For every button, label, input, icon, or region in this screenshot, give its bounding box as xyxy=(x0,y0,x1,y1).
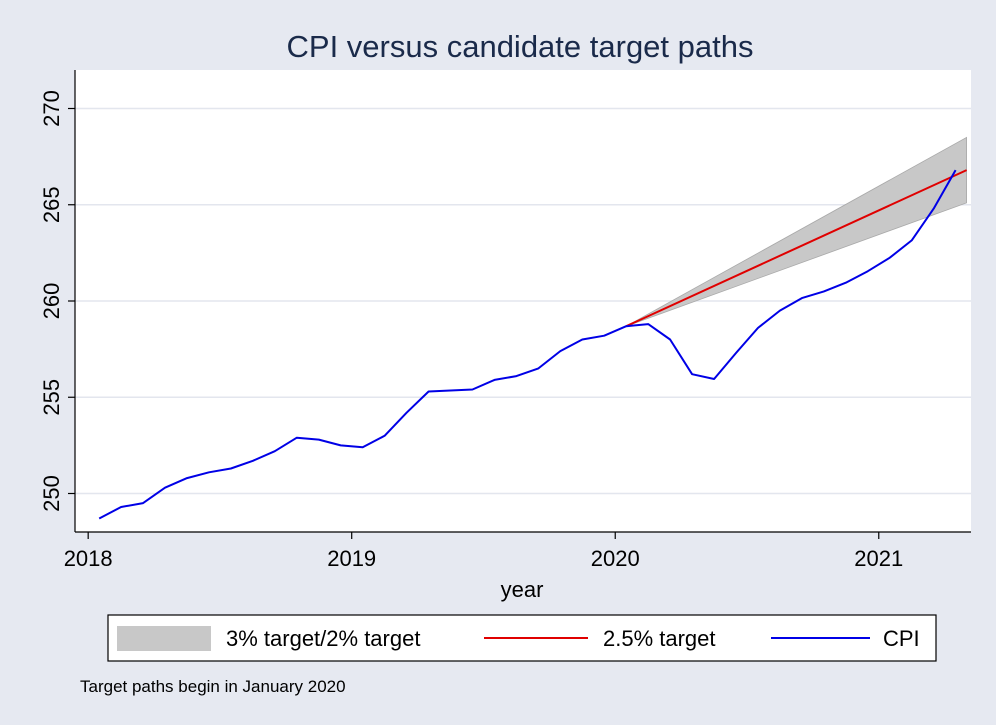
x-axis-label: year xyxy=(501,577,544,602)
legend-label-cpi: CPI xyxy=(883,626,920,651)
y-tick-label: 265 xyxy=(39,186,64,223)
x-tick-label: 2020 xyxy=(591,546,640,571)
legend-label-target: 2.5% target xyxy=(603,626,716,651)
axes: 250 255 260 265 270 2018 2019 2020 2021 xyxy=(39,70,971,571)
legend-swatch-band xyxy=(117,626,211,651)
chart-note: Target paths begin in January 2020 xyxy=(80,677,346,696)
x-tick-label: 2021 xyxy=(854,546,903,571)
y-tick-label: 260 xyxy=(39,283,64,320)
legend: 3% target/2% target 2.5% target CPI xyxy=(107,614,937,662)
legend-label-band: 3% target/2% target xyxy=(226,626,420,651)
x-tick-label: 2018 xyxy=(64,546,113,571)
x-tick-label: 2019 xyxy=(327,546,376,571)
series-layer xyxy=(98,169,968,520)
gridlines xyxy=(75,107,971,495)
series-line-cpi xyxy=(98,169,957,520)
series-line-target xyxy=(625,169,968,328)
chart-title: CPI versus candidate target paths xyxy=(287,29,754,64)
y-tick-label: 250 xyxy=(39,475,64,512)
y-tick-label: 255 xyxy=(39,379,64,416)
y-tick-label: 270 xyxy=(39,90,64,127)
